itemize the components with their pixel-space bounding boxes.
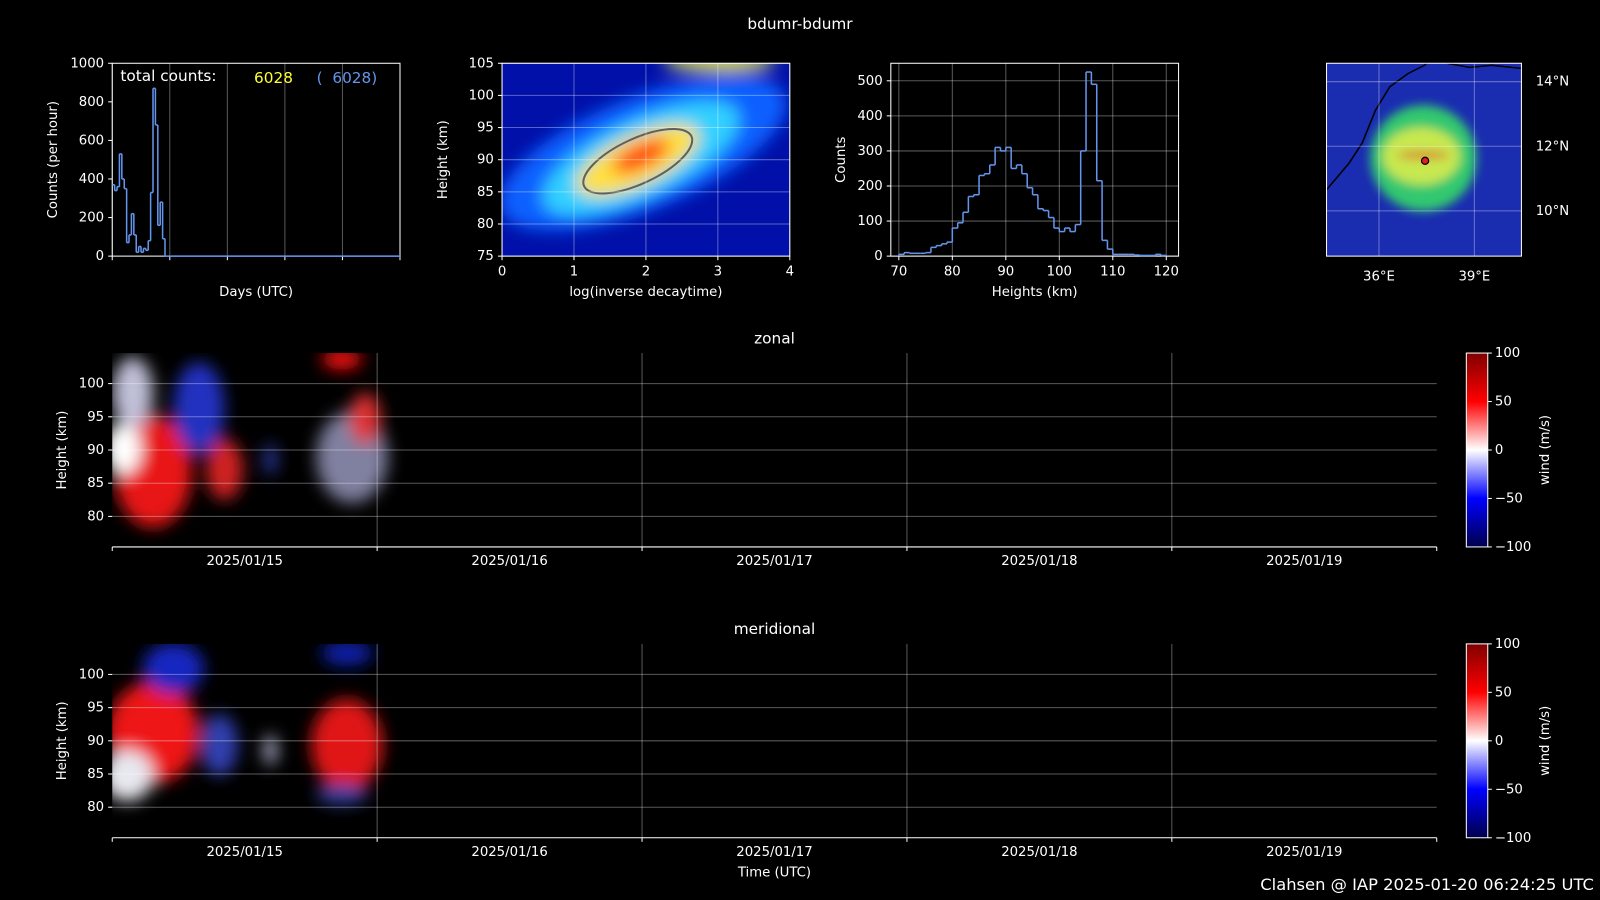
x-tick-label: 2025/01/16 (471, 554, 547, 569)
y-tick-label: 90 (87, 734, 104, 749)
y-tick-label: 400 (79, 172, 104, 187)
x-tick-label: 110 (1100, 264, 1125, 279)
colorbar-tick-label: −100 (1495, 831, 1531, 846)
y-tick-label: 80 (87, 509, 104, 524)
y-tick-label: 105 (469, 56, 494, 71)
y-axis-label: Counts (834, 136, 849, 182)
axes-frame (501, 62, 791, 257)
x-axis-label: Days (UTC) (219, 285, 293, 300)
y-tick-label: 75 (477, 249, 494, 264)
y-tick-label: 100 (79, 667, 104, 682)
x-tick-label: 0 (498, 264, 506, 279)
y-tick-label: 80 (87, 800, 104, 815)
heatmap-image (502, 63, 790, 257)
x-tick-label: 80 (944, 264, 961, 279)
x-tick-label: 2025/01/17 (736, 554, 812, 569)
y-tick-label: 1000 (70, 56, 104, 71)
panel-title: meridional (734, 620, 816, 638)
annotation-label: total counts: (120, 67, 216, 85)
x-tick-label: 1 (570, 264, 578, 279)
colorbar-tick-label: 50 (1495, 685, 1512, 700)
axes-frame (1326, 62, 1522, 257)
meridional-image (112, 643, 383, 805)
colorbar-tick-label: −50 (1495, 491, 1523, 506)
station-marker (1420, 156, 1430, 166)
y-tick-label: 200 (79, 211, 104, 226)
y-tick-label: 0 (874, 249, 882, 264)
y-axis-label: Height (km) (436, 120, 451, 199)
panel-title: zonal (754, 329, 795, 347)
y-tick-label: 90 (477, 153, 494, 168)
y-tick-label: 90 (87, 443, 104, 458)
y-tick-label: 200 (857, 179, 882, 194)
x-tick-label: 70 (890, 264, 907, 279)
y-tick-label: 100 (79, 377, 104, 392)
x-tick-label: 2025/01/15 (207, 554, 283, 569)
y-axis-label: Counts (per hour) (46, 101, 61, 218)
x-tick-label: 2025/01/18 (1001, 845, 1077, 860)
x-axis-label: Heights (km) (992, 285, 1078, 300)
y-tick-label: 85 (87, 767, 104, 782)
x-tick-label: 2025/01/17 (736, 845, 812, 860)
colorbar (1465, 643, 1489, 839)
x-tick-label: 36°E (1363, 270, 1395, 285)
colorbar-label: wind (m/s) (1538, 415, 1553, 485)
y-tick-label: 80 (477, 217, 494, 232)
x-tick-label: 100 (1047, 264, 1072, 279)
x-tick-label: 90 (997, 264, 1014, 279)
colorbar-tick-label: −100 (1495, 540, 1531, 555)
x-tick-label: 3 (714, 264, 722, 279)
y-tick-label: 95 (87, 701, 104, 716)
x-tick-label: 120 (1154, 264, 1179, 279)
footer: Clahsen @ IAP 2025-01-20 06:24:25 UTC (1260, 875, 1594, 894)
colorbar-tick-label: 50 (1495, 395, 1512, 410)
x-tick-label: 2025/01/19 (1266, 845, 1342, 860)
x-axis-label: Time (UTC) (737, 865, 811, 880)
y-tick-label: 100 (857, 214, 882, 229)
axes-frame (890, 62, 1180, 257)
y-tick-label: 12°N (1536, 139, 1569, 154)
x-tick-label: 2 (642, 264, 650, 279)
y-tick-label: 10°N (1536, 204, 1569, 219)
y-tick-label: 300 (857, 144, 882, 159)
y-tick-label: 500 (857, 74, 882, 89)
colorbar-tick-label: 0 (1495, 443, 1503, 458)
y-tick-label: 85 (87, 476, 104, 491)
annotation-total: 6028 (254, 69, 293, 87)
x-tick-label: 39°E (1458, 270, 1490, 285)
y-tick-label: 95 (477, 121, 494, 136)
y-tick-label: 100 (469, 88, 494, 103)
x-axis-label: log(inverse decaytime) (569, 285, 722, 300)
y-tick-label: 95 (87, 410, 104, 425)
y-tick-label: 600 (79, 133, 104, 148)
figure-title: bdumr-bdumr (747, 15, 853, 33)
x-tick-label: 2025/01/19 (1266, 554, 1342, 569)
colorbar-tick-label: 100 (1495, 346, 1520, 361)
colorbar-label: wind (m/s) (1538, 706, 1553, 776)
y-tick-label: 400 (857, 109, 882, 124)
colorbar-tick-label: −50 (1495, 782, 1523, 797)
y-axis-label: Height (km) (55, 701, 70, 780)
y-tick-label: 85 (477, 185, 494, 200)
y-tick-label: 800 (79, 95, 104, 110)
annotation-total-all: ( 6028) (317, 69, 378, 87)
x-tick-label: 2025/01/15 (207, 845, 283, 860)
colorbar-tick-label: 100 (1495, 637, 1520, 652)
x-tick-label: 2025/01/16 (471, 845, 547, 860)
colorbar-tick-label: 0 (1495, 734, 1503, 749)
y-tick-label: 0 (96, 249, 104, 264)
x-tick-label: 2025/01/18 (1001, 554, 1077, 569)
colorbar (1465, 352, 1489, 548)
y-tick-label: 14°N (1536, 75, 1569, 90)
zonal-image (112, 353, 388, 528)
x-tick-label: 4 (786, 264, 794, 279)
y-axis-label: Height (km) (55, 411, 70, 490)
